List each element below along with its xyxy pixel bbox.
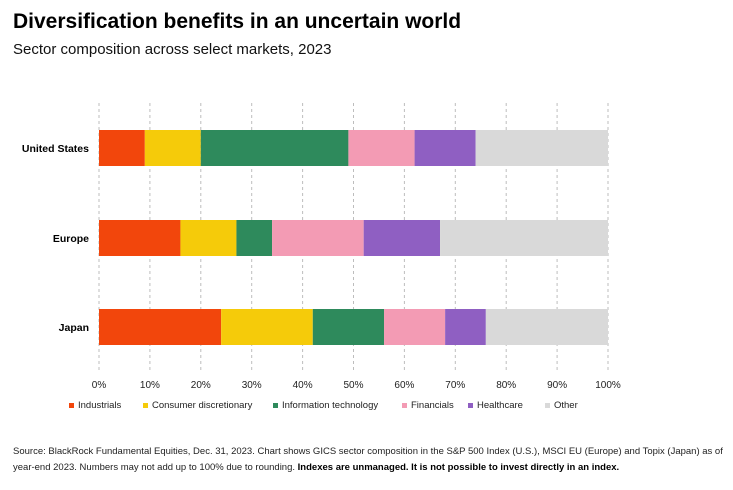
chart-subtitle: Sector composition across select markets… xyxy=(13,41,332,58)
bar-segment-financials xyxy=(348,130,415,166)
x-tick-label: 20% xyxy=(191,380,211,391)
x-tick-label: 10% xyxy=(140,380,160,391)
legend-label: Information technology xyxy=(282,400,378,411)
x-tick-label: 40% xyxy=(293,380,313,391)
x-tick-label: 80% xyxy=(496,380,516,391)
legend-swatch xyxy=(402,403,407,408)
legend-swatch xyxy=(468,403,473,408)
category-label: Japan xyxy=(59,322,89,334)
bar-segment-consumer-discretionary xyxy=(144,130,201,166)
bar-segment-consumer-discretionary xyxy=(180,220,237,256)
x-tick-label: 70% xyxy=(445,380,465,391)
legend-item: Healthcare xyxy=(468,400,523,411)
legend-item: Information technology xyxy=(273,400,378,411)
x-tick-label: 60% xyxy=(394,380,414,391)
legend-label: Financials xyxy=(411,400,454,411)
x-tick-label: 50% xyxy=(343,380,363,391)
bar-segment-other xyxy=(440,220,608,256)
legend-item: Industrials xyxy=(69,400,122,411)
legend-swatch xyxy=(545,403,550,408)
legend-item: Consumer discretionary xyxy=(143,400,253,411)
bar-segment-other xyxy=(475,130,608,166)
bar-segment-financials xyxy=(384,309,446,345)
bar-segment-industrials xyxy=(99,309,222,345)
bar-segment-healthcare xyxy=(363,220,441,256)
bar-segment-consumer-discretionary xyxy=(221,309,313,345)
chart-title: Diversification benefits in an uncertain… xyxy=(13,10,462,33)
x-tick-label: 30% xyxy=(242,380,262,391)
footnote-text: Source: BlackRock Fundamental Equities, … xyxy=(13,446,723,473)
legend-swatch xyxy=(69,403,74,408)
bar-segment-financials xyxy=(272,220,364,256)
bar-segment-other xyxy=(485,309,608,345)
legend-swatch xyxy=(143,403,148,408)
stacked-bar-chart: United States Europe Japan 0% 10% 20% 30% 40% 5… xyxy=(22,103,621,411)
x-tick-label: 0% xyxy=(92,380,107,391)
category-label: United States xyxy=(22,143,89,155)
bar-segment-information-technology xyxy=(312,309,385,345)
bar-segment-information-technology xyxy=(236,220,273,256)
legend-label: Other xyxy=(554,400,578,411)
legend-item: Other xyxy=(545,400,578,411)
source-footnote: Source: BlackRock Fundamental Equities, … xyxy=(13,444,725,475)
bar-segment-information-technology xyxy=(200,130,349,166)
legend-label: Industrials xyxy=(78,400,122,411)
bar-segment-healthcare xyxy=(445,309,486,345)
legend-swatch xyxy=(273,403,278,408)
legend-label: Healthcare xyxy=(477,400,523,411)
bar-segment-industrials xyxy=(99,130,145,166)
bar-segment-healthcare xyxy=(414,130,476,166)
legend-label: Consumer discretionary xyxy=(152,400,253,411)
footnote-disclaimer: Indexes are unmanaged. It is not possibl… xyxy=(297,461,620,473)
legend-item: Financials xyxy=(402,400,454,411)
x-tick-label: 90% xyxy=(547,380,567,391)
category-label: Europe xyxy=(53,233,89,245)
x-tick-label: 100% xyxy=(595,380,621,391)
bar-segment-industrials xyxy=(99,220,181,256)
